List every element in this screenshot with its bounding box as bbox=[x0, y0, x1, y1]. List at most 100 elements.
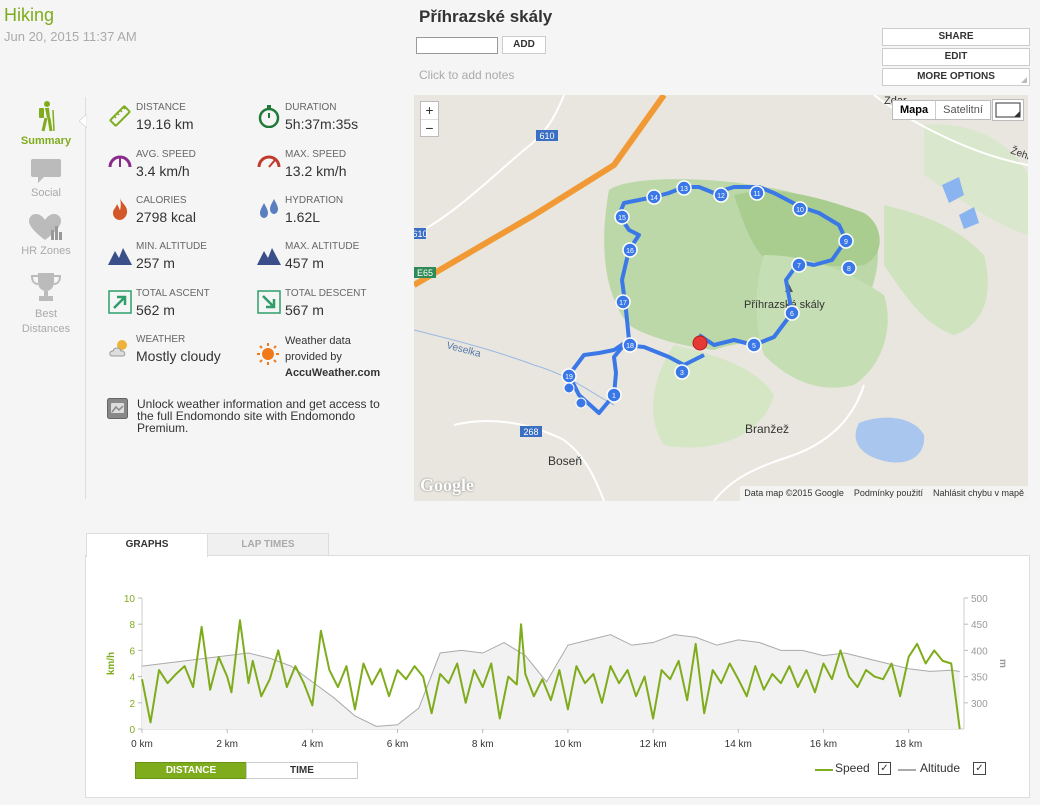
accuweather-sun-icon bbox=[257, 343, 279, 365]
sidebar-item-summary[interactable]: Summary bbox=[10, 100, 82, 147]
sidebar-item-best-distances[interactable]: Best Distances bbox=[10, 272, 82, 337]
x-tick-label: 16 km bbox=[810, 739, 837, 750]
edit-button[interactable]: EDIT bbox=[882, 48, 1030, 66]
zoom-out-button[interactable]: − bbox=[425, 120, 434, 136]
stat-value: 457 m bbox=[285, 255, 324, 271]
route-marker-label: 12 bbox=[717, 193, 725, 200]
speed-altitude-chart[interactable]: 0 2 4 6 8 10 300 350 400 450 500 0 km 2 km 4 km 6 km 8 … bbox=[86, 556, 1029, 797]
provider-link[interactable]: AccuWeather.com bbox=[285, 367, 381, 379]
road-label: 268 bbox=[523, 427, 538, 437]
stat-hydration: HYDRATION 1.62L bbox=[257, 195, 397, 235]
route-map[interactable]: 610 E65 268 610 Příhrazské skály Branžež… bbox=[414, 95, 1028, 501]
active-pointer-icon bbox=[79, 114, 87, 128]
mountain-icon bbox=[257, 248, 281, 265]
tag-input[interactable] bbox=[416, 37, 498, 54]
location-pin-icon bbox=[563, 382, 575, 394]
sidebar-label-summary: Summary bbox=[20, 135, 72, 147]
map-type-button-satellite[interactable]: Satelitní bbox=[943, 104, 983, 116]
fullscreen-icon bbox=[995, 102, 1021, 118]
stat-label: CALORIES bbox=[136, 195, 187, 206]
altitude-legend-label: Altitude bbox=[920, 761, 961, 775]
altitude-legend-swatch bbox=[898, 769, 916, 771]
cloudy-icon bbox=[109, 340, 127, 357]
x-axis-distance-toggle[interactable]: DISTANCE bbox=[135, 762, 247, 779]
route-marker-label: 7 bbox=[797, 263, 801, 270]
stat-label: WEATHER bbox=[136, 334, 186, 345]
premium-upsell[interactable]: Unlock weather information and get acces… bbox=[137, 397, 380, 435]
stat-total-descent: TOTAL DESCENT 567 m bbox=[257, 288, 397, 328]
y-right-tick-label: 300 bbox=[971, 699, 988, 710]
route-marker-label: 10 bbox=[796, 207, 804, 214]
route-marker-label: 14 bbox=[650, 195, 658, 202]
stat-label: DISTANCE bbox=[136, 102, 186, 113]
y-left-tick-label: 2 bbox=[129, 699, 135, 710]
route-marker bbox=[838, 233, 854, 249]
x-axis-time-toggle[interactable]: TIME bbox=[246, 762, 358, 779]
x-tick-label: 0 km bbox=[131, 739, 153, 750]
x-tick-label: 2 km bbox=[216, 739, 238, 750]
route-marker-label: 5 bbox=[752, 343, 756, 350]
start-pin-icon[interactable] bbox=[692, 335, 708, 351]
corner-indicator-icon bbox=[1021, 77, 1027, 83]
highway-road bbox=[414, 95, 667, 288]
place-label: Branžež bbox=[745, 422, 789, 436]
route-marker-label: 11 bbox=[753, 191, 760, 198]
lake bbox=[855, 417, 925, 463]
y-right-tick-label: 400 bbox=[971, 646, 988, 657]
zoom-control: + − bbox=[420, 101, 439, 137]
speedometer-avg-icon bbox=[108, 155, 132, 168]
hiker-icon bbox=[39, 101, 55, 132]
road-label: 610 bbox=[414, 229, 428, 239]
more-options-button[interactable]: MORE OPTIONS bbox=[882, 68, 1030, 86]
stat-value: 3.4 km/h bbox=[136, 163, 190, 179]
route-marker bbox=[792, 201, 808, 217]
activity-type: Hiking bbox=[4, 5, 55, 25]
sidebar-item-hr-zones[interactable]: HR Zones bbox=[10, 214, 82, 257]
attribution-text: Data map ©2015 Google bbox=[744, 488, 844, 498]
route-marker bbox=[622, 242, 638, 258]
stat-distance: DISTANCE 19.16 km bbox=[108, 102, 248, 142]
speed-series-checkbox[interactable]: ✓ bbox=[878, 762, 891, 775]
speed-legend-label: Speed bbox=[835, 761, 870, 775]
road-shield: 268 bbox=[520, 426, 542, 437]
x-tick-label: 6 km bbox=[387, 739, 409, 750]
tab-graphs[interactable]: GRAPHS bbox=[86, 533, 208, 557]
map-canvas[interactable]: 610 E65 268 610 Příhrazské skály Branžež… bbox=[414, 95, 1028, 501]
route-marker-label: 1 bbox=[612, 393, 616, 400]
add-button[interactable]: ADD bbox=[502, 36, 546, 54]
tab-lap-times[interactable]: LAP TIMES bbox=[207, 533, 329, 557]
map-type-button-map[interactable]: Mapa bbox=[893, 101, 937, 119]
route-marker-label: 13 bbox=[680, 186, 688, 193]
share-button[interactable]: SHARE bbox=[882, 28, 1030, 46]
sidebar-label-social: Social bbox=[31, 187, 61, 199]
route-marker bbox=[646, 189, 662, 205]
x-tick-label: 4 km bbox=[302, 739, 324, 750]
stat-label: MIN. ALTITUDE bbox=[136, 241, 207, 252]
google-logo: Google bbox=[420, 475, 474, 495]
altitude-series-checkbox[interactable]: ✓ bbox=[973, 762, 986, 775]
stat-min-altitude: MIN. ALTITUDE 257 m bbox=[108, 241, 248, 281]
y-left-tick-label: 10 bbox=[124, 594, 136, 605]
stat-value: 5h:37m:35s bbox=[285, 116, 359, 132]
route-marker bbox=[784, 305, 800, 321]
stat-max-speed: MAX. SPEED 13.2 km/h bbox=[257, 149, 397, 189]
zoom-in-button[interactable]: + bbox=[421, 102, 438, 120]
stat-value: 257 m bbox=[136, 255, 175, 271]
x-tick-label: 14 km bbox=[725, 739, 752, 750]
stat-label: TOTAL DESCENT bbox=[285, 288, 367, 299]
fullscreen-button[interactable] bbox=[992, 99, 1024, 121]
workout-date: Jun 20, 2015 11:37 AM bbox=[4, 29, 137, 44]
report-error-link[interactable]: Nahlásit chybu v mapě bbox=[932, 488, 1024, 498]
sidebar-item-social[interactable]: Social bbox=[10, 158, 82, 199]
road bbox=[873, 95, 1028, 166]
speedometer-max-icon bbox=[257, 155, 281, 168]
terms-link[interactable]: Podmínky použití bbox=[853, 488, 923, 498]
road bbox=[713, 384, 865, 501]
add-notes-link[interactable]: Click to add notes bbox=[419, 68, 515, 82]
road-shield: 610 bbox=[536, 130, 558, 141]
route-marker-label: 6 bbox=[790, 311, 794, 318]
road bbox=[453, 419, 605, 501]
route-marker-label: 17 bbox=[619, 300, 627, 307]
stat-label: MAX. ALTITUDE bbox=[285, 241, 360, 252]
stat-label: AVG. SPEED bbox=[136, 149, 196, 160]
